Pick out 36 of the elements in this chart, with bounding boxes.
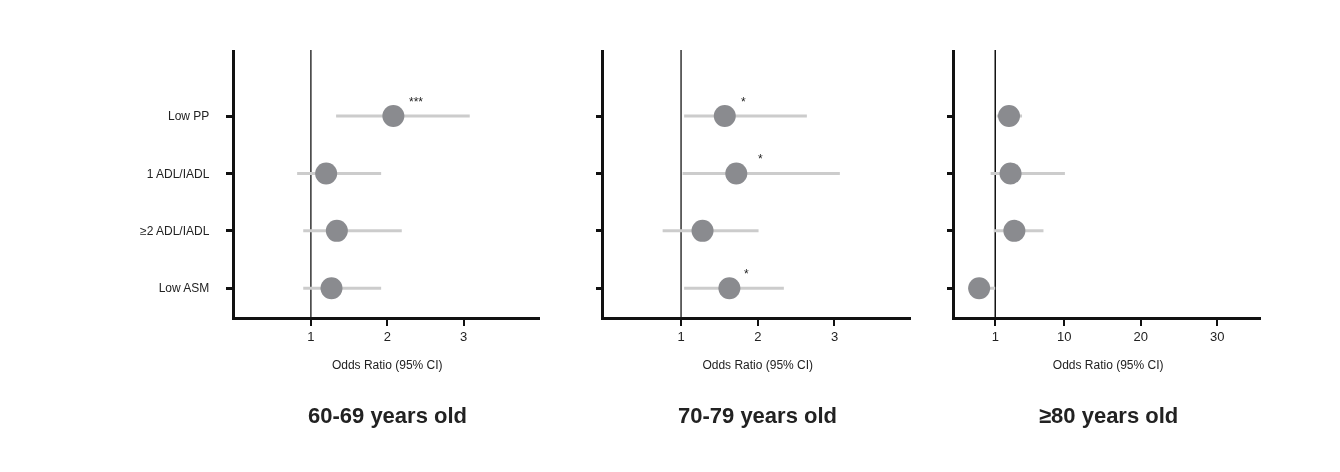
point [998,105,1021,128]
x-tick-label: 3 [460,329,468,345]
x-tick-label: 10 [1056,329,1072,345]
y-tick-label: 1 ADL/IADL [146,166,210,181]
x-axis-title: Odds Ratio (95% CI) [1052,358,1164,373]
x-tick-label: 2 [754,329,762,345]
point [968,277,991,300]
point [320,277,343,300]
annotation: * [741,95,746,109]
x-tick-label: 2 [383,329,391,345]
point [713,105,736,128]
x-tick-label: 30 [1210,329,1225,345]
x-axis-title: Odds Ratio (95% CI) [331,358,443,373]
x-tick-label: 1 [991,329,999,345]
x-tick-label: 1 [677,329,685,345]
x-tick-label: 1 [307,329,315,345]
point [1003,219,1026,242]
point [718,277,741,300]
point [999,162,1022,185]
x-tick-label: 20 [1133,329,1148,345]
annotation: * [758,152,763,166]
y-tick-label: Low ASM [158,281,210,296]
text: 60-69 years old [308,403,467,428]
x-axis-title: Odds Ratio (95% CI) [702,358,814,373]
point [382,105,405,128]
annotation: * [744,267,749,281]
point [315,162,338,185]
y-tick-label: ≥2 ADL/IADL [140,224,210,239]
point [325,219,348,242]
text: ≥80 years old [1039,403,1179,428]
annotation: *** [409,95,424,109]
y-tick-label: Low PP [167,109,210,124]
point [691,219,714,242]
x-tick-label: 3 [830,329,839,345]
text: 70-79 years old [678,403,837,428]
point [725,162,748,185]
